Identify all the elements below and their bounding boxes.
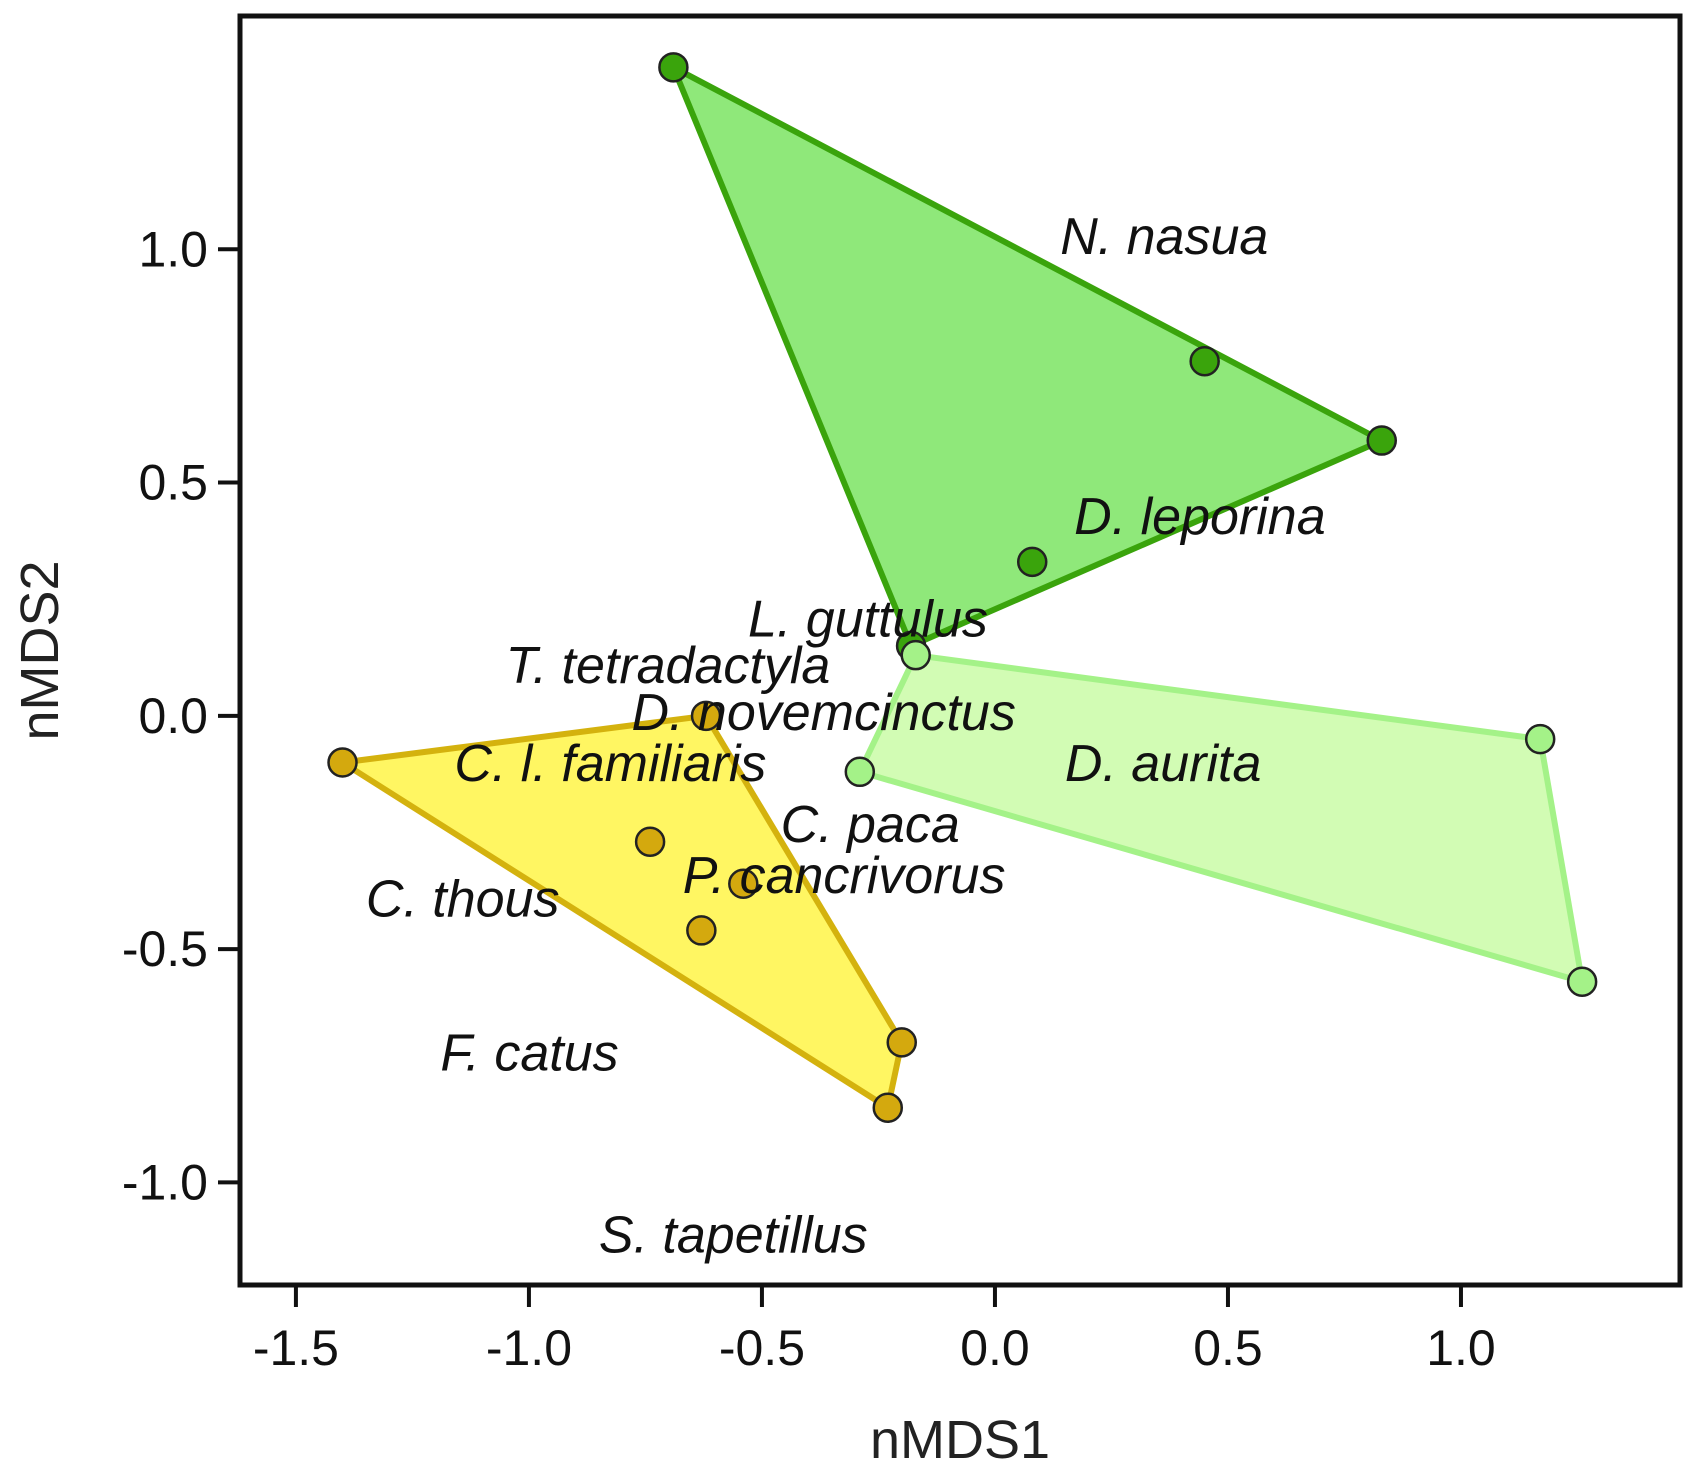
point-group-3-2: [690, 700, 722, 732]
y-tick-label-1: -1.0: [122, 1154, 208, 1210]
x-axis: -1.5 -1.0 -0.5 0.0 0.5 1.0: [253, 1285, 1496, 1376]
point-group-1-3: [1366, 425, 1397, 456]
point-group-3-5: [686, 915, 717, 946]
point-group-3-4: [728, 868, 759, 900]
x-tick-label-6: 1.0: [1426, 1320, 1496, 1376]
species-label-3: L. guttulus: [748, 591, 988, 649]
species-label-8: C. paca: [781, 796, 960, 854]
point-group-1-1: [658, 52, 689, 83]
point-group-1-4: [1016, 546, 1048, 578]
species-label-6: D. aurita: [1065, 735, 1262, 793]
point-group-3-7: [872, 1092, 904, 1123]
y-axis-title: nMDS2: [10, 560, 70, 740]
point-group-3-3: [634, 826, 666, 858]
y-tick-label-5: 1.0: [138, 221, 208, 277]
point-group-3-1: [327, 747, 358, 778]
x-tick-label-3: -0.5: [719, 1320, 805, 1376]
species-label-5: D. novemcinctus: [631, 684, 1015, 742]
plot-frame: [237, 13, 1683, 1288]
species-label-1: N. nasua: [1060, 208, 1268, 266]
hulls-layer: [339, 64, 1586, 1111]
species-label-7: C. l. familiaris: [454, 735, 766, 793]
x-tick-label-4: 0.0: [960, 1320, 1030, 1376]
point-group-3-6: [886, 1027, 917, 1058]
species-label-12: S. tapetillus: [599, 1206, 868, 1264]
species-label-2: D. leporina: [1074, 488, 1325, 546]
species-label-4: T. tetradactyla: [506, 637, 831, 695]
y-axis: -1.0 -0.5 0.0 0.5 1.0: [122, 221, 240, 1210]
y-tick-label-2: -0.5: [122, 921, 208, 977]
x-tick-label-5: 0.5: [1193, 1320, 1263, 1376]
point-group-1-2: [1189, 345, 1220, 377]
hull-group-1: [670, 64, 1385, 649]
y-tick-label-3: 0.0: [138, 688, 208, 744]
point-group-2-4: [844, 756, 876, 788]
point-group-2-2: [1524, 723, 1556, 755]
species-label-9: P. cancrivorus: [683, 847, 1006, 905]
point-group-2-3: [1566, 966, 1598, 997]
x-tick-label-1: -1.5: [253, 1320, 339, 1376]
species-label-10: C. thous: [366, 870, 560, 928]
x-tick-label-2: -1.0: [486, 1320, 572, 1376]
x-axis-title: nMDS1: [870, 1410, 1050, 1470]
species-label-11: F. catus: [440, 1024, 618, 1082]
points-layer: [327, 52, 1598, 1123]
y-tick-label-4: 0.5: [138, 455, 208, 511]
point-group-2-1: [900, 639, 931, 671]
